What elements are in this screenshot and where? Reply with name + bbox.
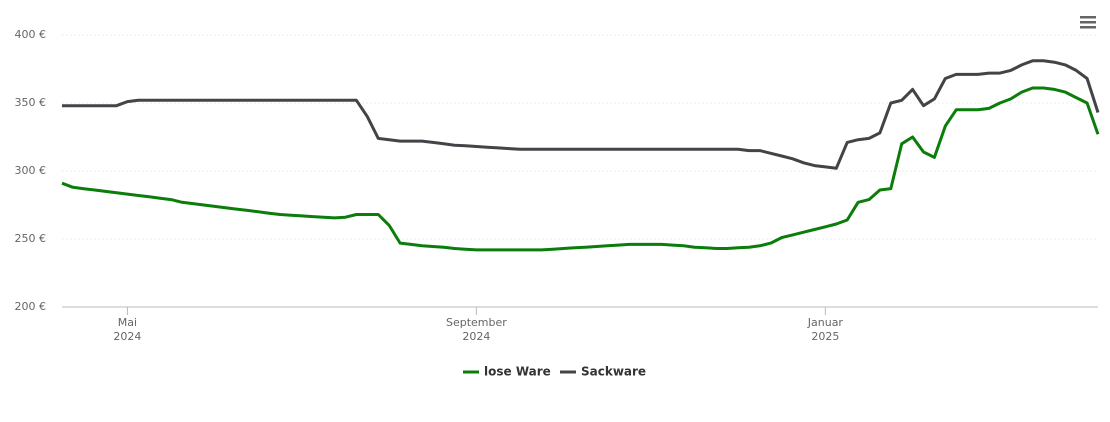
legend-item[interactable]: Sackware	[560, 365, 646, 379]
y-tick-label: 200 €	[15, 300, 47, 313]
series-line	[61, 86, 1100, 252]
y-tick-label: 400 €	[15, 28, 47, 41]
x-tick-label: Januar 2025	[807, 316, 844, 343]
legend-label: Sackware	[581, 365, 646, 379]
y-tick-label: 250 €	[15, 232, 47, 245]
y-tick-label: 350 €	[15, 96, 47, 109]
menu-icon[interactable]	[1080, 16, 1096, 29]
legend-item[interactable]: lose Ware	[463, 365, 551, 379]
x-tick-label: Mai 2024	[113, 316, 141, 343]
x-tick-label: September 2024	[446, 316, 507, 343]
series-line	[62, 59, 1100, 170]
legend-label: lose Ware	[484, 365, 551, 379]
y-tick-label: 300 €	[15, 164, 47, 177]
